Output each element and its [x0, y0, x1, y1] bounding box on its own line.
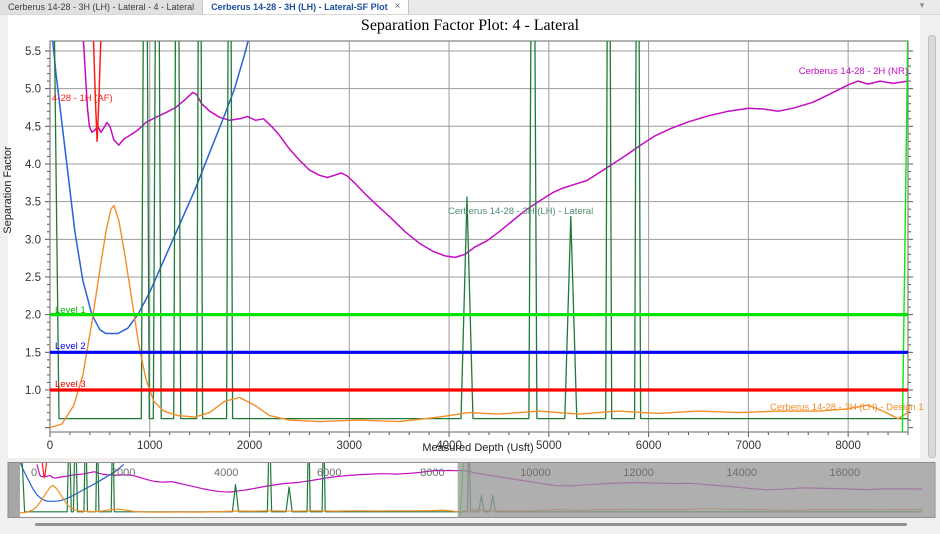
close-tab-icon[interactable]: ×	[394, 1, 401, 12]
svg-text:4.5: 4.5	[25, 121, 41, 133]
tab-lateral-plan[interactable]: Cerberus 14-28 - 3H (LH) - Lateral - 4 -…	[0, 0, 204, 14]
svg-text:3.5: 3.5	[25, 197, 41, 209]
navigator[interactable]	[8, 462, 935, 518]
svg-text:7000: 7000	[736, 440, 762, 452]
svg-text:8000: 8000	[835, 440, 861, 452]
svg-text:0: 0	[31, 467, 37, 479]
x-axis-title: Measured Depth (Usft)	[422, 442, 534, 454]
svg-text:2000: 2000	[111, 467, 135, 479]
svg-text:3.0: 3.0	[25, 234, 41, 246]
svg-text:6000: 6000	[636, 440, 662, 452]
svg-text:4.0: 4.0	[25, 159, 41, 171]
svg-text:12000: 12000	[623, 467, 654, 479]
svg-text:16000: 16000	[829, 467, 860, 479]
level-1-label: Level 1	[55, 305, 86, 316]
svg-text:6000: 6000	[317, 467, 341, 479]
tab-label: Cerberus 14-28 - 3H (LH) - Lateral-SF Pl…	[211, 2, 388, 12]
curve-label-3h-lateral: Cerberus 14-28 - 3H (LH) - Lateral	[448, 206, 594, 217]
level-3-label: Level 3	[55, 379, 86, 390]
svg-text:5.0: 5.0	[25, 84, 41, 96]
svg-text:1000: 1000	[137, 440, 163, 452]
svg-text:2.0: 2.0	[25, 310, 41, 322]
svg-text:5000: 5000	[536, 440, 562, 452]
svg-text:0: 0	[47, 440, 53, 452]
horizontal-scrollbar[interactable]	[35, 523, 907, 526]
svg-text:5.5: 5.5	[25, 46, 41, 58]
svg-text:14000: 14000	[726, 467, 757, 479]
panel-menu-icon[interactable]: ▾	[919, 0, 925, 10]
tab-bar: Cerberus 14-28 - 3H (LH) - Lateral - 4 -…	[0, 0, 940, 15]
tab-sf-plot[interactable]: Cerberus 14-28 - 3H (LH) - Lateral-SF Pl…	[203, 0, 410, 14]
svg-text:10000: 10000	[520, 467, 551, 479]
vertical-scrollbar[interactable]	[928, 35, 936, 458]
curve-label-1h-af: 4-28 - 1H (AF)	[52, 93, 113, 104]
svg-text:4000: 4000	[214, 467, 238, 479]
svg-text:4000: 4000	[436, 440, 462, 452]
svg-text:1.0: 1.0	[25, 385, 41, 397]
svg-text:1.5: 1.5	[25, 347, 41, 359]
svg-text:3000: 3000	[337, 440, 363, 452]
plot-area[interactable]	[50, 41, 908, 432]
curve-label-design-1: Cerberus 14-28 - 3H (LH) - Design 1	[770, 402, 924, 413]
y-axis-title: Separation Factor	[2, 146, 14, 234]
curve-label-2h-nr: Cerberus 14-28 - 2H (NR)	[798, 66, 908, 77]
svg-text:2000: 2000	[237, 440, 263, 452]
svg-text:8000: 8000	[420, 467, 444, 479]
svg-text:2.5: 2.5	[25, 272, 41, 284]
level-2-label: Level 2	[55, 341, 86, 352]
chart-title: Separation Factor Plot: 4 - Lateral	[360, 17, 580, 34]
tab-label: Cerberus 14-28 - 3H (LH) - Lateral - 4 -…	[8, 2, 195, 12]
